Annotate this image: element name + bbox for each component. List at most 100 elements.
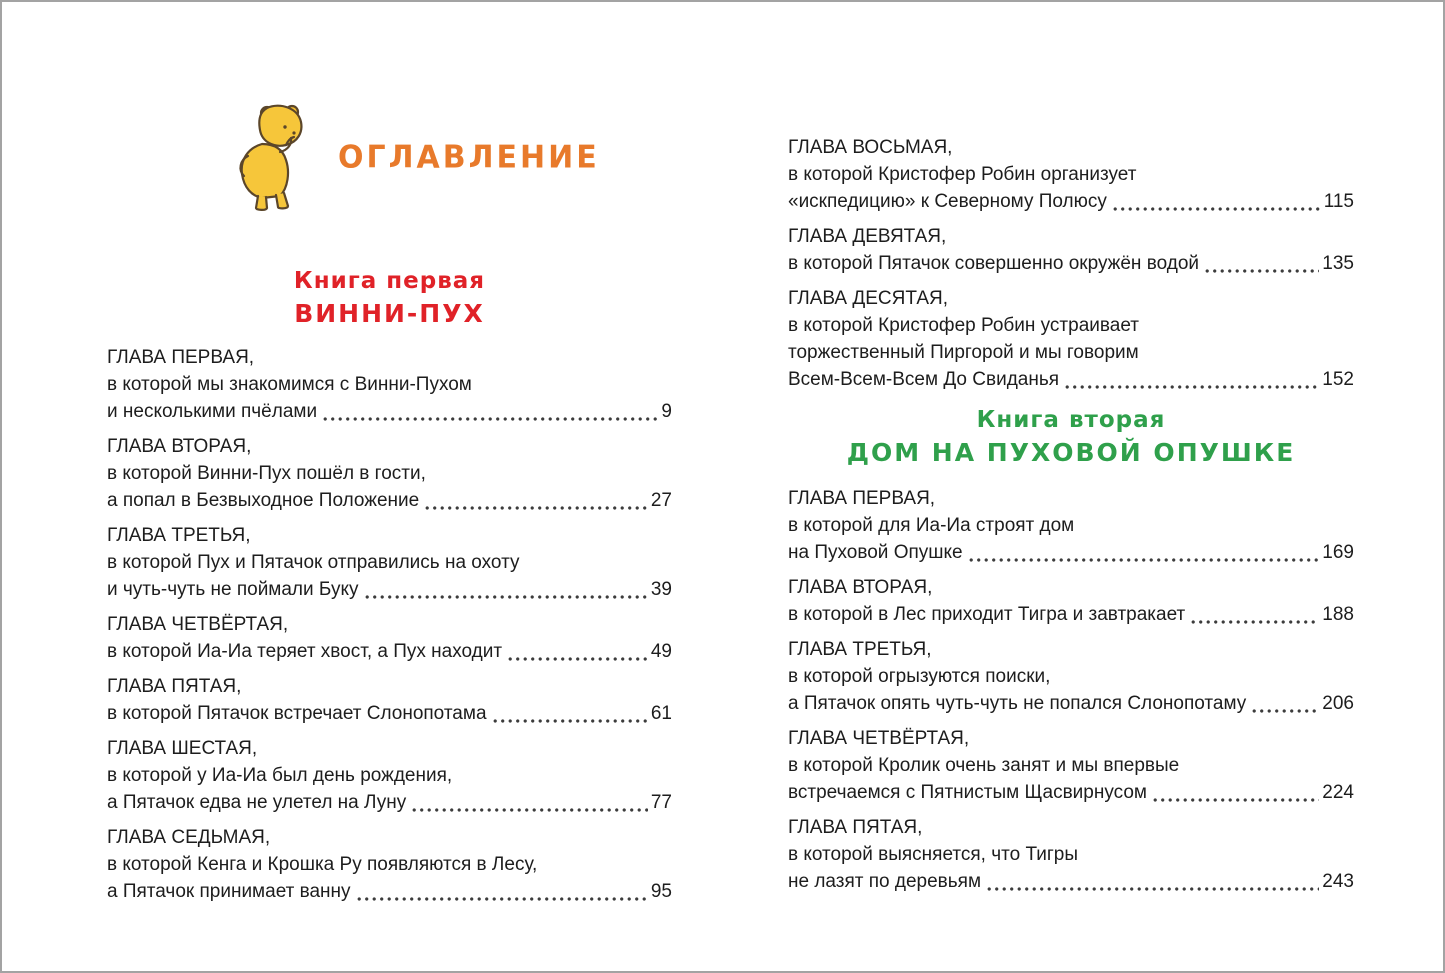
book1-entries-left: ГЛАВА ПЕРВАЯ, в которой мы знакомимся с …	[107, 344, 672, 905]
chapter-title: ГЛАВА ДЕСЯТАЯ,	[788, 288, 948, 309]
chapter-title: ГЛАВА ЧЕТВЁРТАЯ,	[788, 728, 970, 749]
chapter-text: в которой Иа-Иа теряет хвост, а Пух нахо…	[107, 641, 503, 662]
chapter-text-line: в которой огрызуются поиски,	[788, 666, 1051, 687]
toc-entry: ГЛАВА ДЕВЯТАЯ, в которой Пятачок соверше…	[788, 223, 1354, 277]
toc-entry: ГЛАВА ТРЕТЬЯ, в которой огрызуются поиск…	[788, 636, 1354, 717]
chapter-title: ГЛАВА ВТОРАЯ,	[788, 577, 933, 598]
chapter-text: в которой в Лес приходит Тигра и завтрак…	[788, 604, 1186, 625]
chapter-title: ГЛАВА СЕДЬМАЯ,	[107, 827, 271, 848]
page-number: 77	[650, 792, 672, 813]
chapter-text: Всем-Всем-Всем До Свиданья	[788, 369, 1060, 390]
chapter-last-line: а Пятачок принимает ванну 95	[107, 878, 672, 905]
dot-leader	[323, 416, 659, 422]
page-number: 243	[1322, 871, 1354, 892]
page-title: ОГЛАВЛЕНИЕ	[338, 139, 600, 176]
toc-entry: ГЛАВА ВТОРАЯ, в которой в Лес приходит Т…	[788, 574, 1354, 628]
toc-entry: ГЛАВА ПЕРВАЯ, в которой для Иа-Иа строят…	[788, 485, 1354, 566]
chapter-title: ГЛАВА ЧЕТВЁРТАЯ,	[107, 614, 289, 635]
chapter-title: ГЛАВА ДЕВЯТАЯ,	[788, 226, 947, 247]
chapter-last-line: в которой Иа-Иа теряет хвост, а Пух нахо…	[107, 638, 672, 665]
chapter-last-line: а Пятачок едва не улетел на Луну 77	[107, 789, 672, 816]
chapter-title: ГЛАВА ТРЕТЬЯ,	[107, 525, 251, 546]
page-number: 135	[1322, 253, 1354, 274]
dot-leader	[412, 807, 648, 813]
chapter-text: не лазят по деревьям	[788, 871, 982, 892]
chapter-text: «искпедицию» к Северному Полюсу	[788, 191, 1107, 212]
winnie-the-pooh-icon	[239, 104, 303, 211]
chapter-text: и несколькими пчёлами	[107, 401, 318, 422]
chapter-last-line: встречаемся с Пятнистым Щасвирнусом 224	[788, 779, 1354, 806]
chapter-text-line: в которой мы знакомимся с Винни-Пухом	[107, 374, 472, 395]
dot-leader	[508, 656, 648, 662]
book2-entries: ГЛАВА ПЕРВАЯ, в которой для Иа-Иа строят…	[788, 485, 1354, 895]
book1-heading-line1: Книга первая	[293, 268, 486, 294]
dot-leader	[1205, 268, 1320, 274]
page-number: 115	[1323, 191, 1354, 212]
toc-entry: ГЛАВА ЧЕТВЁРТАЯ, в которой Иа-Иа теряет …	[107, 611, 672, 665]
page-number: 9	[661, 401, 672, 422]
chapter-text: в которой Пятачок встречает Слонопотама	[107, 703, 487, 724]
chapter-text-line: в которой Кролик очень занят и мы впервы…	[788, 755, 1180, 776]
chapter-text: а Пятачок опять чуть-чуть не попался Сло…	[788, 693, 1247, 714]
page-number: 39	[650, 579, 672, 600]
book1-heading-line2: ВИННИ-ПУХ	[294, 299, 485, 328]
chapter-text: а Пятачок едва не улетел на Луну	[107, 792, 407, 813]
dot-leader	[356, 896, 648, 902]
toc-entry: ГЛАВА ПЯТАЯ, в которой Пятачок встречает…	[107, 673, 672, 727]
toc-entry: ГЛАВА ШЕСТАЯ, в которой у Иа-Иа был день…	[107, 735, 672, 816]
dot-leader	[364, 594, 648, 600]
toc-entry: ГЛАВА СЕДЬМАЯ, в которой Кенга и Крошка …	[107, 824, 672, 905]
chapter-title: ГЛАВА ПЯТАЯ,	[788, 817, 923, 838]
chapter-text-line: в которой у Иа-Иа был день рождения,	[107, 765, 453, 786]
toc-entry: ГЛАВА ВОСЬМАЯ, в которой Кристофер Робин…	[788, 134, 1354, 215]
chapter-text: в которой Пятачок совершенно окружён вод…	[788, 253, 1199, 274]
chapter-title: ГЛАВА ШЕСТАЯ,	[107, 738, 258, 759]
chapter-last-line: в которой в Лес приходит Тигра и завтрак…	[788, 601, 1354, 628]
chapter-text-line: в которой Винни-Пух пошёл в гости,	[107, 463, 426, 484]
dot-leader	[987, 886, 1320, 892]
book1-heading: Книга первая ВИННИ-ПУХ	[107, 268, 672, 328]
page-number: 49	[650, 641, 672, 662]
chapter-text-line: в которой Кристофер Робин устраивает	[788, 315, 1139, 336]
page-number: 61	[650, 703, 672, 724]
chapter-text: встречаемся с Пятнистым Щасвирнусом	[788, 782, 1147, 803]
chapter-last-line: не лазят по деревьям 243	[788, 868, 1354, 895]
chapter-text-line: торжественный Пиргорой и мы говорим	[788, 342, 1139, 363]
chapter-last-line: и чуть-чуть не поймали Буку 39	[107, 576, 672, 603]
chapter-title: ГЛАВА ПЕРВАЯ,	[788, 488, 936, 509]
page-number: 206	[1322, 693, 1354, 714]
chapter-last-line: «искпедицию» к Северному Полюсу 115	[788, 188, 1354, 215]
toc-entry: ГЛАВА ДЕСЯТАЯ, в которой Кристофер Робин…	[788, 285, 1354, 393]
toc-right-column: ГЛАВА ВОСЬМАЯ, в которой Кристофер Робин…	[788, 2, 1354, 903]
page-number: 188	[1322, 604, 1354, 625]
chapter-last-line: и несколькими пчёлами 9	[107, 398, 672, 425]
page-number: 95	[650, 881, 672, 902]
chapter-last-line: а попал в Безвыходное Положение 27	[107, 487, 672, 514]
dot-leader	[1152, 797, 1320, 803]
dot-leader	[1112, 206, 1321, 212]
book2-heading-line2: ДОМ НА ПУХОВОЙ ОПУШКЕ	[846, 438, 1296, 467]
dot-leader	[1065, 384, 1320, 390]
dot-leader	[425, 505, 648, 511]
toc-entry: ГЛАВА ЧЕТВЁРТАЯ, в которой Кролик очень …	[788, 725, 1354, 806]
chapter-text-line: в которой Кристофер Робин организует	[788, 164, 1137, 185]
dot-leader	[492, 718, 648, 724]
page-number: 152	[1322, 369, 1354, 390]
page-number: 169	[1322, 542, 1354, 563]
book1-entries-right: ГЛАВА ВОСЬМАЯ, в которой Кристофер Робин…	[788, 134, 1354, 393]
chapter-last-line: а Пятачок опять чуть-чуть не попался Сло…	[788, 690, 1354, 717]
chapter-text: на Пуховой Опушке	[788, 542, 963, 563]
page-number: 224	[1322, 782, 1354, 803]
toc-entry: ГЛАВА ПЕРВАЯ, в которой мы знакомимся с …	[107, 344, 672, 425]
dot-leader	[1191, 619, 1320, 625]
chapter-title: ГЛАВА ВТОРАЯ,	[107, 436, 252, 457]
chapter-last-line: Всем-Всем-Всем До Свиданья 152	[788, 366, 1354, 393]
chapter-text: а попал в Безвыходное Положение	[107, 490, 420, 511]
dot-leader	[1252, 708, 1320, 714]
chapter-text-line: в которой Пух и Пятачок отправились на о…	[107, 552, 520, 573]
toc-entry: ГЛАВА ВТОРАЯ, в которой Винни-Пух пошёл …	[107, 433, 672, 514]
chapter-title: ГЛАВА ПЕРВАЯ,	[107, 347, 255, 368]
chapter-title: ГЛАВА ТРЕТЬЯ,	[788, 639, 932, 660]
book2-heading-line1: Книга вторая	[976, 407, 1166, 433]
